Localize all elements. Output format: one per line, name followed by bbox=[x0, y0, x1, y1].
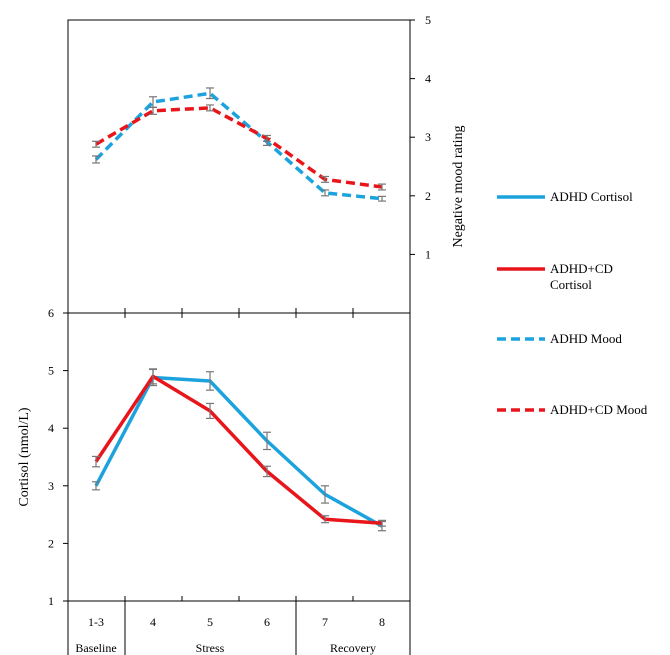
x-group-label: Baseline bbox=[75, 641, 116, 655]
x-tick-label: 7 bbox=[322, 615, 328, 629]
x-tick-label: 6 bbox=[264, 615, 270, 629]
cortisol-y-axis: 1 2 3 4 5 6 Cortisol (nmol/L) bbox=[17, 306, 68, 608]
cortisol-adhd-cd-cortisol-line bbox=[94, 374, 383, 525]
series-layer bbox=[92, 87, 386, 532]
mood-adhd-cd-mood-error-bar bbox=[378, 183, 386, 191]
mood-adhd-cd-mood-error-bar bbox=[206, 104, 214, 112]
cortisol-adhd-cortisol-error-bar bbox=[92, 481, 100, 491]
mood-adhd-mood-error-bar bbox=[206, 87, 214, 100]
legend-label: Cortisol bbox=[550, 277, 592, 292]
cortisol-y-tick-label: 3 bbox=[48, 479, 54, 493]
mood-y-axis-label: Negative mood rating bbox=[451, 125, 466, 247]
cortisol-adhd-cd-cortisol-error-bar bbox=[378, 519, 386, 527]
mood-y-tick-label: 3 bbox=[425, 130, 431, 144]
mood-adhd-cd-mood-error-bar bbox=[149, 106, 157, 115]
mood-adhd-mood-line bbox=[94, 91, 383, 201]
x-axis: 1-3 4 5 6 7 8 Baseline Stress Recovery bbox=[75, 308, 385, 655]
mood-y-tick-label: 4 bbox=[425, 72, 431, 86]
legend-label: ADHD+CD bbox=[550, 261, 613, 276]
mood-adhd-cd-mood-line bbox=[95, 106, 383, 189]
x-group-label: Stress bbox=[196, 641, 225, 655]
legend-item: ADHD+CD Mood bbox=[497, 402, 648, 417]
mood-y-axis: 1 2 3 4 5 Negative mood rating bbox=[410, 13, 466, 261]
mood-adhd-cd-mood-error-bar bbox=[92, 140, 100, 148]
cortisol-adhd-cortisol-error-bar bbox=[321, 485, 329, 504]
x-tick-label: 1-3 bbox=[88, 615, 104, 629]
mood-adhd-cd-mood-series bbox=[92, 104, 386, 191]
legend-label: ADHD Cortisol bbox=[550, 189, 633, 204]
cortisol-adhd-cortisol-series bbox=[92, 368, 386, 532]
mood-adhd-cd-mood-error-bar bbox=[321, 175, 329, 183]
cortisol-adhd-cortisol-error-bar bbox=[206, 371, 214, 391]
legend-item: ADHD Mood bbox=[497, 331, 622, 346]
cortisol-y-tick-label: 1 bbox=[48, 594, 54, 608]
cortisol-adhd-cd-cortisol-error-bar bbox=[321, 515, 329, 524]
cortisol-y-tick-label: 6 bbox=[48, 306, 54, 320]
legend-label: ADHD+CD Mood bbox=[550, 402, 648, 417]
mood-y-tick-label: 5 bbox=[425, 13, 431, 27]
mood-adhd-mood-series bbox=[92, 87, 386, 202]
chart-frame bbox=[67, 19, 411, 655]
legend-label: ADHD Mood bbox=[550, 331, 622, 346]
mood-adhd-mood-error-bar bbox=[92, 155, 100, 164]
cortisol-y-tick-label: 2 bbox=[48, 536, 54, 550]
cortisol-adhd-cortisol-line bbox=[94, 375, 383, 528]
x-group-label: Recovery bbox=[330, 641, 376, 655]
cortisol-adhd-cortisol-error-bar bbox=[263, 431, 271, 451]
mood-y-tick-label: 1 bbox=[425, 247, 431, 261]
mood-adhd-mood-error-bar bbox=[378, 195, 386, 202]
mood-adhd-mood-error-bar bbox=[321, 189, 329, 197]
cortisol-y-tick-label: 4 bbox=[48, 421, 54, 435]
x-tick-label: 8 bbox=[379, 615, 385, 629]
mood-adhd-cd-mood-error-bar bbox=[263, 134, 271, 142]
cortisol-adhd-cd-cortisol-error-bar bbox=[149, 368, 157, 385]
x-tick-label: 5 bbox=[207, 615, 213, 629]
x-tick-label: 4 bbox=[150, 615, 156, 629]
cortisol-y-axis-label: Cortisol (nmol/L) bbox=[17, 407, 32, 507]
cortisol-y-tick-label: 5 bbox=[48, 364, 54, 378]
cortisol-adhd-cd-cortisol-error-bar bbox=[92, 455, 100, 468]
cortisol-adhd-cd-cortisol-error-bar bbox=[206, 402, 214, 420]
mood-y-tick-label: 2 bbox=[425, 189, 431, 203]
cortisol-adhd-cd-cortisol-series bbox=[92, 368, 386, 527]
legend-item: ADHD Cortisol bbox=[497, 189, 633, 204]
cortisol-adhd-cd-cortisol-error-bar bbox=[263, 465, 271, 478]
